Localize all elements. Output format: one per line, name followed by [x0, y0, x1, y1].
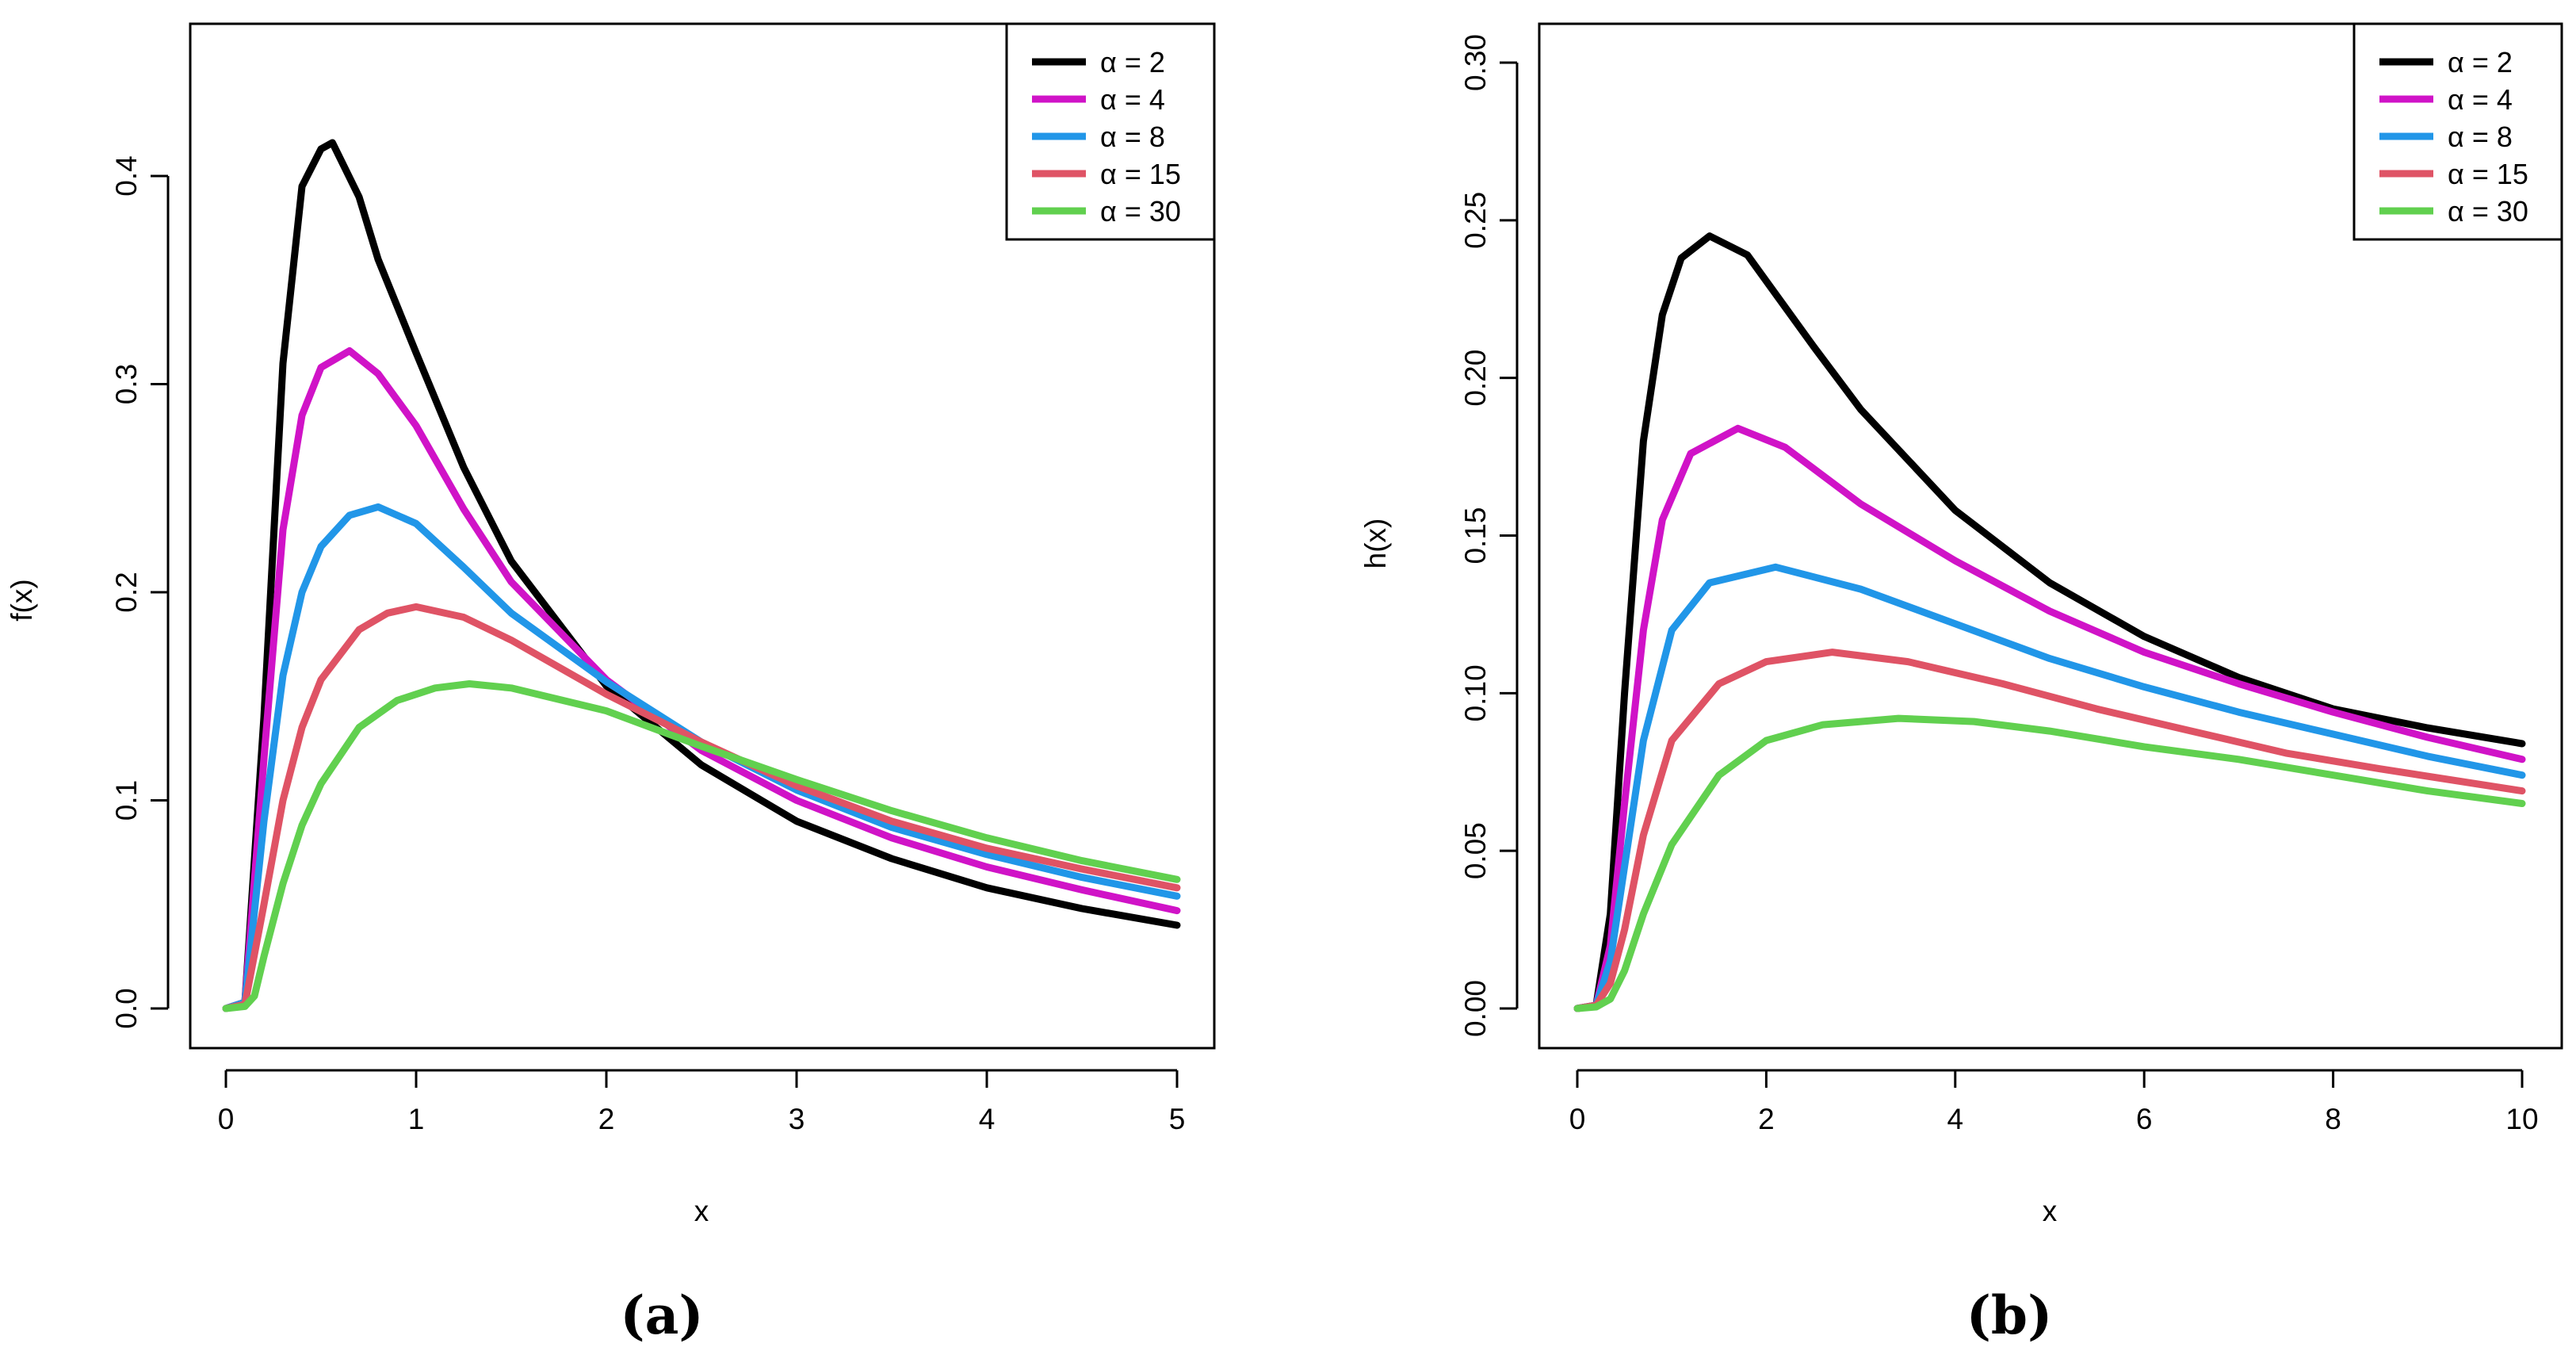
- y-tick-label: 0.30: [1459, 34, 1492, 91]
- y-tick-label: 0.25: [1459, 192, 1492, 249]
- x-tick-label: 1: [408, 1103, 425, 1135]
- legend-label-3: α = 8: [2448, 121, 2513, 153]
- legend-label-2: α = 4: [1100, 83, 1165, 116]
- series-group: [222, 139, 1181, 1012]
- panel-a-caption: (a): [620, 1284, 703, 1346]
- series-line-3: [222, 503, 1181, 1012]
- y-tick-label: 0.00: [1459, 980, 1492, 1037]
- y-tick-label: 0.10: [1459, 664, 1492, 721]
- panel-a: 0 1 2 3 4 5 x 0.0 0.1 0.2 0.3 0.4 f(x) α = 2 α = 4 α = …: [6, 22, 1216, 1346]
- y-tick-label: 0.4: [110, 155, 143, 196]
- legend-label-3: α = 8: [1100, 121, 1165, 153]
- series-line-4: [222, 603, 1181, 1012]
- panel-b: 0 2 4 6 8 10 x 0.00 0.05 0.10 0.15 0.20 0.25 0.30 h(x)…: [1359, 22, 2563, 1346]
- series-line-1: [1573, 232, 2526, 1012]
- y-axis-label: h(x): [1359, 519, 1392, 569]
- x-tick-label: 0: [218, 1103, 235, 1135]
- y-axis-label: f(x): [6, 579, 38, 621]
- x-tick-label: 10: [2505, 1103, 2538, 1135]
- x-tick-label: 6: [2136, 1103, 2153, 1135]
- y-tick-label: 0.0: [110, 988, 143, 1028]
- panel-b-plot-area: 0 2 4 6 8 10 x 0.00 0.05 0.10 0.15 0.20 0.25 0.30 h(x)…: [1359, 22, 2563, 1227]
- panel-b-caption: (b): [1966, 1284, 2053, 1346]
- x-tick-label: 8: [2325, 1103, 2341, 1135]
- x-tick-label: 0: [1569, 1103, 1586, 1135]
- x-tick-label: 4: [1947, 1103, 1964, 1135]
- legend-label-1: α = 2: [2448, 46, 2513, 78]
- series-line-2: [222, 347, 1181, 1012]
- legend-label-1: α = 2: [1100, 46, 1165, 78]
- y-tick-label: 0.15: [1459, 507, 1492, 564]
- series-line-5: [222, 680, 1181, 1012]
- panel-a-plot-area: 0 1 2 3 4 5 x 0.0 0.1 0.2 0.3 0.4 f(x) α = 2 α = 4 α = …: [6, 22, 1216, 1227]
- series-line-3: [1573, 563, 2526, 1012]
- series-line-1: [222, 139, 1181, 1012]
- x-tick-label: 2: [598, 1103, 615, 1135]
- series-line-2: [1573, 424, 2526, 1012]
- x-tick-label: 2: [1758, 1103, 1775, 1135]
- plot-frame: [1538, 22, 2563, 1050]
- y-tick-label: 0.2: [110, 572, 143, 612]
- x-tick-label: 5: [1169, 1103, 1186, 1135]
- y-tick-label: 0.3: [110, 364, 143, 404]
- y-tick-label: 0.05: [1459, 822, 1492, 879]
- series-group: [1573, 232, 2526, 1012]
- legend-label-4: α = 15: [2448, 158, 2528, 190]
- x-axis-label: x: [694, 1195, 709, 1227]
- x-axis-label: x: [2043, 1195, 2058, 1227]
- legend-label-5: α = 30: [2448, 195, 2528, 228]
- series-line-5: [1573, 714, 2526, 1012]
- series-line-4: [1573, 649, 2526, 1012]
- y-tick-label: 0.20: [1459, 350, 1492, 407]
- y-tick-label: 0.1: [110, 780, 143, 821]
- legend-label-5: α = 30: [1100, 195, 1181, 228]
- legend-label-4: α = 15: [1100, 158, 1181, 190]
- plot-frame: [189, 22, 1216, 1050]
- x-tick-label: 3: [789, 1103, 805, 1135]
- x-tick-label: 4: [979, 1103, 996, 1135]
- legend-label-2: α = 4: [2448, 83, 2513, 116]
